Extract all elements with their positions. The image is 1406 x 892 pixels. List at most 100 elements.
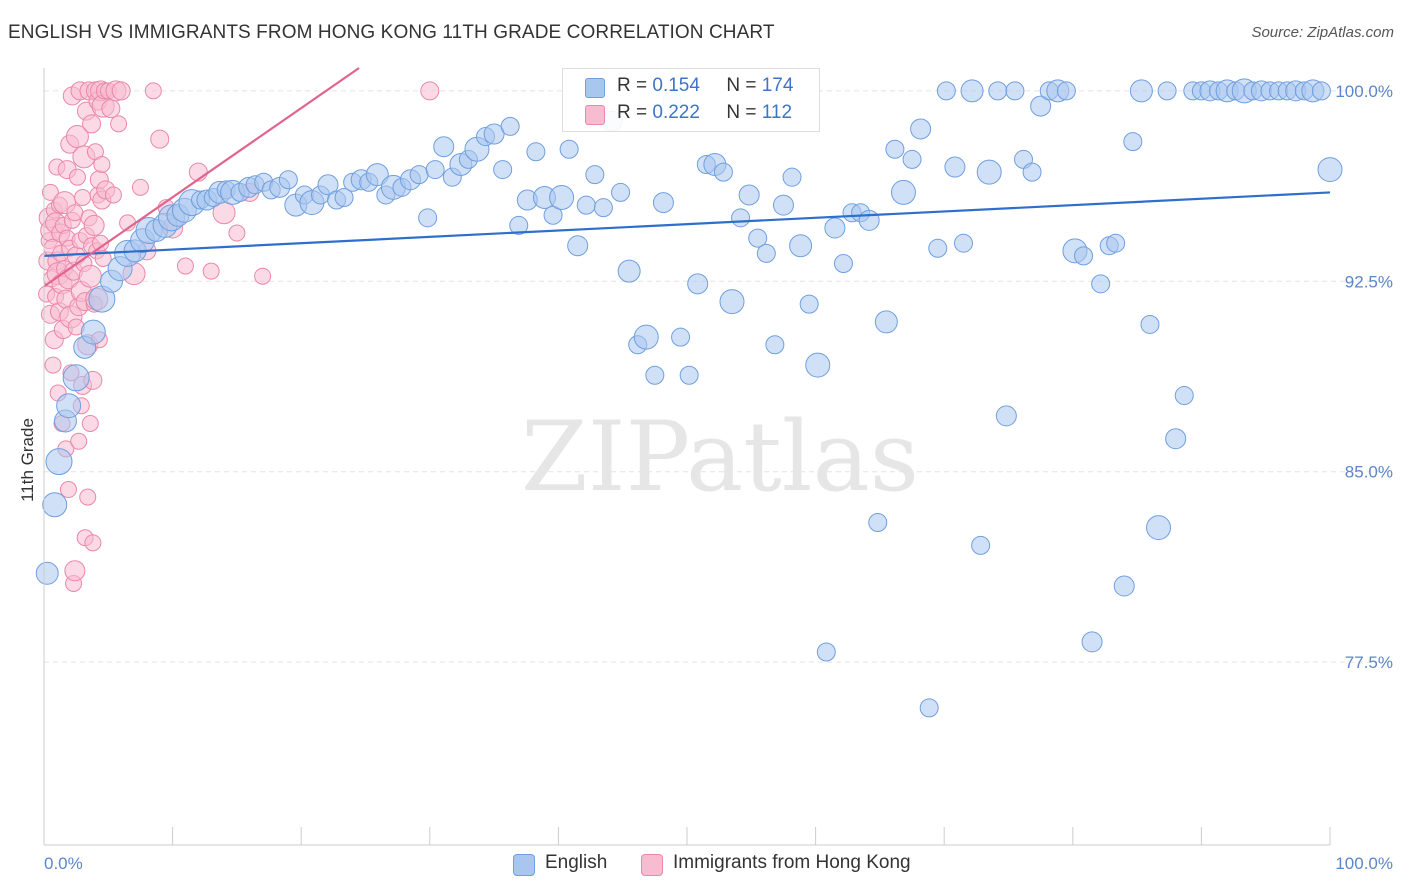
english-n-label: N =	[726, 75, 757, 96]
english-point	[799, 294, 819, 314]
english-point	[62, 364, 90, 392]
hongkong-point	[59, 481, 77, 499]
english-point	[80, 319, 106, 345]
english-trend-line	[43, 191, 1331, 258]
correlation-legend: R = 0.154 N = 174 R = 0.222 N = 112	[562, 68, 820, 132]
hongkong-point	[228, 224, 246, 242]
english-point	[633, 324, 659, 350]
english-point	[1113, 575, 1135, 597]
legend-row-english: R = 0.154 N = 174	[563, 75, 819, 99]
english-point	[1317, 157, 1343, 183]
y-tick-label: 85.0%	[1345, 463, 1393, 482]
y-tick-label: 100.0%	[1335, 82, 1393, 101]
english-point	[56, 393, 82, 419]
english-point	[1005, 81, 1025, 101]
english-point	[910, 118, 932, 140]
english-point	[816, 642, 836, 662]
english-point	[617, 259, 641, 283]
hongkong-point	[78, 264, 102, 288]
english-point	[890, 179, 916, 205]
english-point	[765, 335, 785, 355]
hongkong-swatch	[585, 105, 605, 125]
english-point	[576, 195, 596, 215]
english-point	[782, 167, 802, 187]
english-point	[687, 273, 709, 295]
hongkong-point	[70, 432, 88, 450]
english-point	[35, 561, 59, 585]
series-legend: English Immigrants from Hong Kong	[0, 852, 1406, 878]
english-point	[858, 209, 880, 231]
english-point	[1165, 428, 1187, 450]
english-point	[334, 188, 354, 207]
hongkong-point	[150, 129, 170, 149]
hongkong-legend-label: Immigrants from Hong Kong	[673, 852, 911, 873]
english-n-value: 174	[761, 75, 794, 96]
english-point	[995, 405, 1017, 427]
english-point	[509, 215, 529, 235]
english-r-label: R =	[617, 75, 648, 96]
english-point	[919, 698, 939, 718]
english-point	[42, 492, 68, 518]
hongkong-legend-swatch	[641, 854, 663, 876]
hongkong-point	[44, 356, 62, 374]
english-point	[738, 184, 760, 206]
hongkong-point	[82, 114, 102, 134]
hongkong-point	[104, 186, 122, 204]
english-r-value: 0.154	[652, 75, 700, 96]
english-point	[971, 535, 991, 555]
english-point	[824, 217, 846, 239]
english-point	[483, 123, 505, 145]
english-point	[493, 160, 513, 180]
y-tick-label: 77.5%	[1345, 653, 1393, 672]
hongkong-point	[68, 168, 86, 186]
english-point	[611, 182, 631, 202]
hongkong-point	[176, 257, 194, 275]
english-point	[500, 116, 520, 136]
english-point	[928, 238, 948, 258]
hongkong-point	[41, 183, 59, 201]
english-point	[885, 139, 905, 159]
english-point	[719, 289, 745, 315]
english-point	[988, 81, 1008, 101]
english-point	[1146, 515, 1172, 541]
english-point	[567, 235, 589, 257]
english-point	[1174, 386, 1194, 406]
english-point	[756, 243, 776, 263]
source-credit: Source: ZipAtlas.com	[1251, 24, 1394, 41]
english-point	[317, 174, 339, 196]
english-point	[671, 327, 691, 347]
hongkong-point	[420, 81, 440, 101]
english-point	[1311, 81, 1331, 101]
y-axis-label: 11th Grade	[18, 418, 37, 502]
english-legend-swatch	[513, 854, 535, 876]
english-legend-label: English	[545, 852, 608, 873]
hongkong-point	[81, 414, 99, 432]
english-point	[679, 365, 699, 385]
x-tick-label: 0.0%	[44, 854, 83, 873]
hongkong-point	[254, 267, 272, 285]
english-point	[433, 136, 455, 158]
hongkong-point	[66, 204, 84, 222]
english-point	[936, 81, 956, 101]
english-swatch	[585, 78, 605, 98]
english-point	[953, 233, 973, 253]
english-point	[874, 310, 898, 334]
hongkong-n-label: N =	[726, 102, 757, 123]
hongkong-point	[74, 189, 92, 206]
hongkong-point	[64, 560, 86, 582]
x-tick-labels: 0.0% 100.0%	[44, 854, 1393, 873]
english-point	[833, 254, 853, 274]
english-point	[902, 149, 922, 169]
english-point	[1123, 132, 1143, 152]
x-tick-label: 100.0%	[1335, 854, 1393, 873]
english-point	[1074, 246, 1094, 266]
english-point	[805, 352, 831, 378]
english-point	[652, 192, 674, 214]
hongkong-r-value: 0.222	[652, 102, 700, 123]
hongkong-point	[101, 99, 121, 119]
english-point	[559, 139, 579, 159]
english-point	[713, 162, 733, 182]
hongkong-point	[111, 81, 131, 101]
hongkong-point	[94, 249, 112, 267]
